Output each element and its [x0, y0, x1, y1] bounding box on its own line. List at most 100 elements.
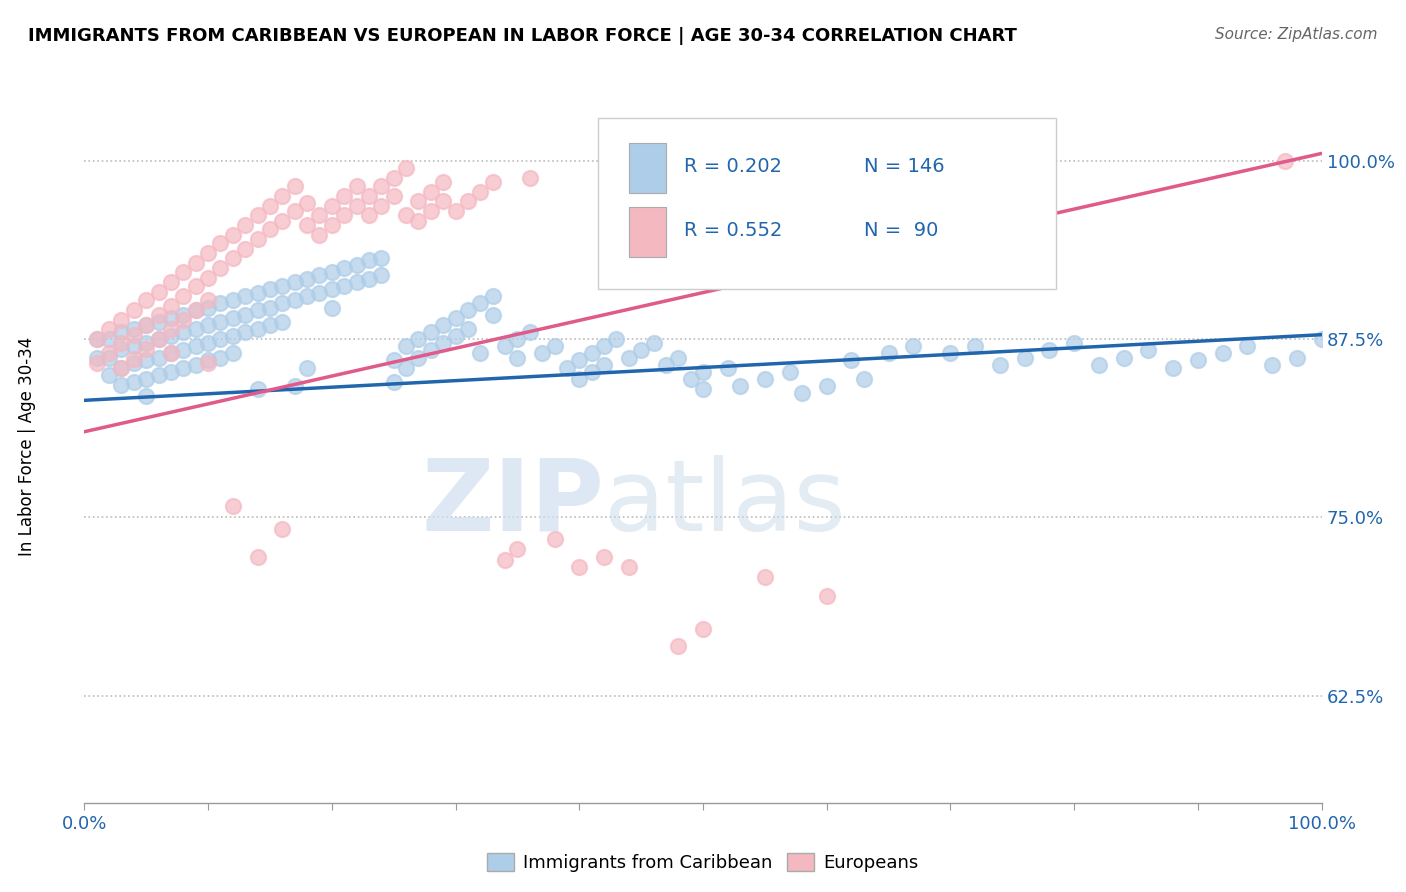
Point — [110, 360, 132, 375]
Point — [148, 332, 170, 346]
Point — [506, 351, 529, 365]
Point — [333, 260, 356, 275]
Point — [148, 332, 170, 346]
Point — [110, 336, 132, 351]
Point — [333, 279, 356, 293]
Point — [98, 322, 121, 336]
Point — [779, 365, 801, 379]
Point — [172, 325, 194, 339]
Point — [160, 322, 183, 336]
Point — [605, 332, 627, 346]
Point — [233, 289, 256, 303]
Point — [184, 303, 207, 318]
Point — [692, 382, 714, 396]
Point — [110, 313, 132, 327]
Point — [395, 161, 418, 175]
Point — [246, 322, 269, 336]
Point — [457, 194, 479, 208]
Point — [184, 339, 207, 353]
Point — [481, 308, 503, 322]
Point — [148, 368, 170, 382]
Point — [754, 570, 776, 584]
Point — [222, 346, 245, 360]
Point — [419, 203, 441, 218]
Point — [370, 199, 392, 213]
Point — [519, 325, 541, 339]
Point — [321, 282, 343, 296]
Point — [295, 196, 318, 211]
Point — [135, 336, 157, 351]
Point — [295, 289, 318, 303]
Point — [470, 346, 492, 360]
Point — [1261, 358, 1284, 372]
Point — [481, 175, 503, 189]
Point — [470, 185, 492, 199]
Point — [271, 279, 294, 293]
Point — [408, 332, 430, 346]
Point — [494, 553, 516, 567]
Point — [284, 275, 307, 289]
Point — [222, 310, 245, 325]
Point — [148, 315, 170, 329]
Point — [148, 351, 170, 365]
Point — [160, 346, 183, 360]
Point — [593, 550, 616, 565]
Point — [543, 339, 565, 353]
Point — [357, 272, 380, 286]
Point — [581, 346, 603, 360]
Point — [184, 303, 207, 318]
Point — [1285, 351, 1308, 365]
Point — [197, 336, 219, 351]
Point — [382, 170, 405, 185]
Point — [222, 329, 245, 343]
Point — [209, 351, 232, 365]
FancyBboxPatch shape — [628, 143, 666, 193]
Text: IMMIGRANTS FROM CARIBBEAN VS EUROPEAN IN LABOR FORCE | AGE 30-34 CORRELATION CHA: IMMIGRANTS FROM CARIBBEAN VS EUROPEAN IN… — [28, 27, 1017, 45]
Point — [346, 275, 368, 289]
Point — [197, 246, 219, 260]
Point — [815, 379, 838, 393]
Point — [172, 360, 194, 375]
Point — [98, 332, 121, 346]
Point — [246, 550, 269, 565]
Point — [728, 379, 751, 393]
Point — [197, 301, 219, 315]
Point — [395, 208, 418, 222]
Point — [679, 372, 702, 386]
Point — [222, 499, 245, 513]
Point — [519, 170, 541, 185]
Point — [197, 356, 219, 370]
Point — [233, 308, 256, 322]
Point — [1274, 153, 1296, 168]
Point — [233, 242, 256, 256]
Point — [271, 213, 294, 227]
Point — [259, 199, 281, 213]
Point — [333, 208, 356, 222]
Point — [284, 293, 307, 308]
Text: R = 0.202: R = 0.202 — [685, 157, 783, 176]
Text: ZIP: ZIP — [422, 455, 605, 551]
Point — [432, 318, 454, 332]
Point — [419, 325, 441, 339]
Point — [308, 208, 330, 222]
Point — [321, 199, 343, 213]
Point — [197, 270, 219, 285]
Point — [877, 346, 900, 360]
Point — [135, 389, 157, 403]
Point — [630, 343, 652, 358]
Point — [259, 222, 281, 236]
Point — [271, 189, 294, 203]
Point — [643, 336, 665, 351]
Point — [494, 339, 516, 353]
Text: Source: ZipAtlas.com: Source: ZipAtlas.com — [1215, 27, 1378, 42]
Point — [395, 339, 418, 353]
Point — [197, 293, 219, 308]
Point — [135, 293, 157, 308]
Point — [209, 236, 232, 251]
Text: atlas: atlas — [605, 455, 845, 551]
Point — [184, 322, 207, 336]
Point — [581, 365, 603, 379]
Point — [110, 360, 132, 375]
Point — [259, 301, 281, 315]
Point — [1137, 343, 1160, 358]
